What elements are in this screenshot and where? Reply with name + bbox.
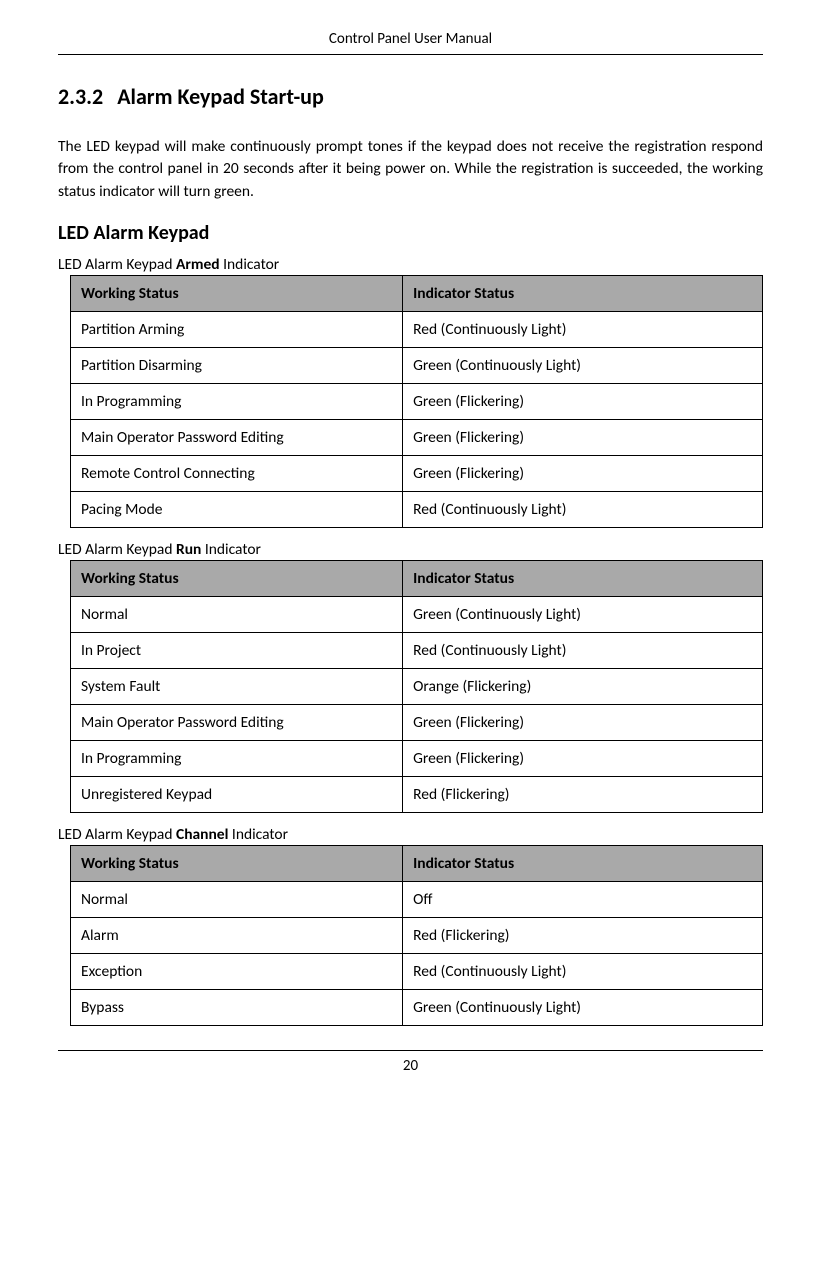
table-header-cell: Indicator Status	[403, 561, 763, 597]
table-row: Partition DisarmingGreen (Continuously L…	[71, 348, 763, 384]
table-cell: Red (Continuously Light)	[403, 633, 763, 669]
table-cell: Orange (Flickering)	[403, 669, 763, 705]
table-cell: Unregistered Keypad	[71, 777, 403, 813]
table-row: ExceptionRed (Continuously Light)	[71, 954, 763, 990]
table-cell: Main Operator Password Editing	[71, 705, 403, 741]
indicator-table: Working StatusIndicator StatusNormalGree…	[70, 560, 763, 813]
table-caption-prefix: LED Alarm Keypad	[58, 255, 176, 274]
table-header-cell: Working Status	[71, 276, 403, 312]
table-cell: Green (Continuously Light)	[403, 348, 763, 384]
table-row: Main Operator Password EditingGreen (Fli…	[71, 705, 763, 741]
table-cell: Main Operator Password Editing	[71, 420, 403, 456]
table-caption: LED Alarm Keypad Armed Indicator	[58, 255, 763, 274]
table-cell: System Fault	[71, 669, 403, 705]
table-cell: Red (Continuously Light)	[403, 312, 763, 348]
table-row: Remote Control ConnectingGreen (Flickeri…	[71, 456, 763, 492]
table-row: NormalGreen (Continuously Light)	[71, 597, 763, 633]
table-cell: Pacing Mode	[71, 492, 403, 528]
table-caption-prefix: LED Alarm Keypad	[58, 825, 176, 844]
table-cell: Green (Flickering)	[403, 705, 763, 741]
table-cell: Remote Control Connecting	[71, 456, 403, 492]
table-caption-suffix: Indicator	[220, 255, 280, 274]
table-row: System FaultOrange (Flickering)	[71, 669, 763, 705]
table-cell: Green (Flickering)	[403, 420, 763, 456]
page-footer: 20	[58, 1050, 763, 1075]
table-cell: Green (Flickering)	[403, 456, 763, 492]
section-title: Alarm Keypad Start-up	[117, 83, 324, 110]
table-cell: Green (Continuously Light)	[403, 597, 763, 633]
table-cell: Bypass	[71, 990, 403, 1026]
table-row: In ProjectRed (Continuously Light)	[71, 633, 763, 669]
table-cell: Green (Continuously Light)	[403, 990, 763, 1026]
table-cell: Green (Flickering)	[403, 741, 763, 777]
table-caption: LED Alarm Keypad Run Indicator	[58, 540, 763, 559]
sub-heading: LED Alarm Keypad	[58, 221, 763, 245]
table-caption-suffix: Indicator	[201, 540, 261, 559]
table-header-row: Working StatusIndicator Status	[71, 561, 763, 597]
table-row: AlarmRed (Flickering)	[71, 918, 763, 954]
indicator-table: Working StatusIndicator StatusPartition …	[70, 275, 763, 528]
section-number: 2.3.2	[58, 83, 103, 110]
table-cell: Off	[403, 882, 763, 918]
table-row: Main Operator Password EditingGreen (Fli…	[71, 420, 763, 456]
table-cell: Partition Arming	[71, 312, 403, 348]
table-cell: Alarm	[71, 918, 403, 954]
page-number: 20	[403, 1057, 418, 1075]
table-header-cell: Working Status	[71, 561, 403, 597]
page-header-title: Control Panel User Manual	[58, 30, 763, 55]
table-cell: Red (Continuously Light)	[403, 954, 763, 990]
tables-container: LED Alarm Keypad Armed IndicatorWorking …	[58, 255, 763, 1026]
table-header-row: Working StatusIndicator Status	[71, 276, 763, 312]
indicator-table: Working StatusIndicator StatusNormalOffA…	[70, 845, 763, 1026]
table-row: BypassGreen (Continuously Light)	[71, 990, 763, 1026]
table-header-cell: Indicator Status	[403, 846, 763, 882]
table-header-cell: Working Status	[71, 846, 403, 882]
table-row: In ProgrammingGreen (Flickering)	[71, 384, 763, 420]
table-cell: Normal	[71, 597, 403, 633]
table-caption-prefix: LED Alarm Keypad	[58, 540, 176, 559]
table-cell: In Programming	[71, 741, 403, 777]
section-paragraph: The LED keypad will make continuously pr…	[58, 136, 763, 203]
table-row: In ProgrammingGreen (Flickering)	[71, 741, 763, 777]
table-caption: LED Alarm Keypad Channel Indicator	[58, 825, 763, 844]
table-caption-bold: Armed	[176, 255, 220, 274]
table-row: NormalOff	[71, 882, 763, 918]
table-row: Unregistered KeypadRed (Flickering)	[71, 777, 763, 813]
section-heading: 2.3.2 Alarm Keypad Start-up	[58, 83, 763, 110]
table-cell: In Programming	[71, 384, 403, 420]
table-caption-suffix: Indicator	[228, 825, 288, 844]
table-cell: Red (Flickering)	[403, 918, 763, 954]
table-row: Partition ArmingRed (Continuously Light)	[71, 312, 763, 348]
table-cell: Red (Continuously Light)	[403, 492, 763, 528]
table-header-cell: Indicator Status	[403, 276, 763, 312]
table-caption-bold: Run	[176, 540, 201, 559]
table-row: Pacing ModeRed (Continuously Light)	[71, 492, 763, 528]
table-cell: Green (Flickering)	[403, 384, 763, 420]
table-caption-bold: Channel	[176, 825, 228, 844]
table-cell: Partition Disarming	[71, 348, 403, 384]
table-cell: Exception	[71, 954, 403, 990]
table-cell: Normal	[71, 882, 403, 918]
table-cell: Red (Flickering)	[403, 777, 763, 813]
table-cell: In Project	[71, 633, 403, 669]
table-header-row: Working StatusIndicator Status	[71, 846, 763, 882]
